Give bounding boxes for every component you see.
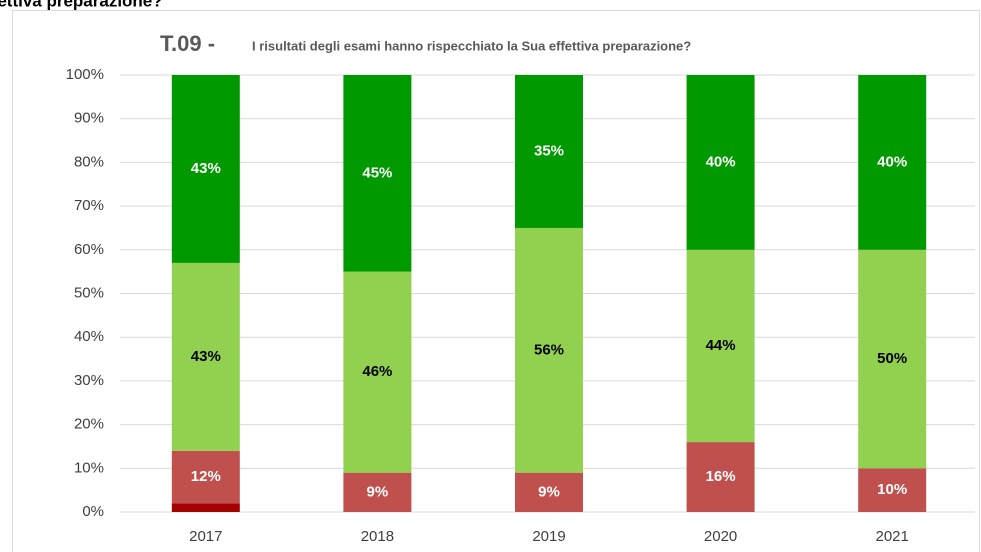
- bar-segment: [686, 249, 755, 443]
- bar-segment: [343, 472, 412, 512]
- x-tick-label: 2018: [361, 528, 394, 545]
- caption: ffettiva preparazione?: [0, 0, 163, 10]
- bar-segment: [686, 75, 755, 250]
- y-tick-label: 10%: [74, 459, 104, 476]
- data-label: 40%: [877, 153, 907, 170]
- bar-segment: [515, 75, 583, 228]
- y-tick-label: 50%: [74, 284, 104, 301]
- y-tick-label: 30%: [74, 372, 104, 389]
- data-label: 10%: [877, 481, 907, 498]
- y-tick-label: 90%: [74, 110, 104, 127]
- bar-segment: [171, 75, 240, 263]
- bar-segment: [171, 262, 240, 451]
- title-code: T.09 -: [160, 31, 215, 56]
- x-tick-label: 2020: [704, 528, 737, 545]
- data-label: 40%: [706, 153, 736, 170]
- chart-title: I risultati degli esami hanno rispecchia…: [252, 38, 691, 53]
- y-tick-label: 70%: [74, 197, 104, 214]
- bar-segment: [343, 75, 412, 272]
- data-label: 56%: [534, 341, 564, 358]
- x-tick-label: 2019: [532, 528, 565, 545]
- y-tick-label: 60%: [74, 241, 104, 258]
- bar-segment: [515, 472, 583, 512]
- y-tick-label: 40%: [74, 328, 104, 345]
- x-tick-label: 2021: [876, 528, 909, 545]
- data-label: 43%: [191, 348, 221, 365]
- bar-segment: [858, 468, 927, 512]
- bar-segment: [858, 249, 927, 469]
- bar-segment: [515, 227, 583, 473]
- y-tick-label: 0%: [82, 503, 104, 520]
- data-label: 16%: [706, 468, 736, 485]
- data-label: 9%: [367, 483, 389, 500]
- bar-segment: [171, 450, 240, 504]
- y-tick-label: 20%: [74, 416, 104, 433]
- bar-segment: [343, 271, 412, 473]
- data-label: 12%: [191, 468, 221, 485]
- bar-segment: [858, 75, 927, 250]
- bar-segment: [171, 503, 240, 512]
- y-tick-label: 80%: [74, 153, 104, 170]
- bar-segment: [686, 442, 755, 512]
- data-label: 44%: [706, 337, 736, 354]
- data-label: 46%: [362, 363, 392, 380]
- data-label: 35%: [534, 142, 564, 159]
- data-label: 9%: [538, 483, 560, 500]
- data-label: 50%: [877, 350, 907, 367]
- x-tick-label: 2017: [189, 528, 222, 545]
- data-label: 43%: [191, 160, 221, 177]
- chart-border: [12, 10, 980, 552]
- y-tick-label: 100%: [66, 66, 104, 83]
- data-label: 45%: [362, 164, 392, 181]
